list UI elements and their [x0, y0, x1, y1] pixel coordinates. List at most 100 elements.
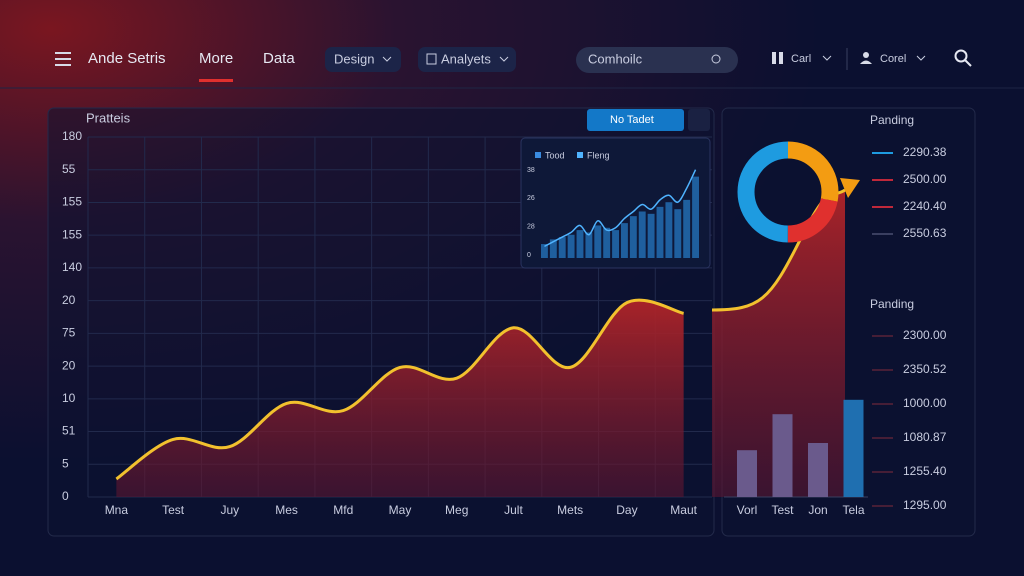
menu-label[interactable]: Carl — [791, 53, 811, 65]
dropdown[interactable] — [418, 47, 516, 72]
donut-segment — [737, 141, 839, 243]
inset-bar — [612, 230, 619, 258]
list-value: 1255.40 — [903, 464, 947, 478]
chevron — [916, 55, 926, 61]
button-menu[interactable] — [688, 109, 710, 131]
y-tick-label: 75 — [62, 326, 76, 340]
x-tick-label: Test — [771, 503, 794, 517]
inset-bar — [621, 223, 628, 258]
bar — [843, 399, 864, 497]
search-box[interactable] — [576, 47, 738, 73]
list-value: 2300.00 — [903, 328, 947, 342]
list-value: 1295.00 — [903, 498, 947, 512]
legend-swatch — [577, 152, 583, 158]
icon — [772, 52, 776, 64]
bar — [772, 414, 793, 497]
inset-line — [544, 169, 697, 248]
x-tick-label: Day — [616, 503, 637, 517]
legend-label: Fleng — [587, 150, 610, 160]
button-label: No Tadet — [610, 114, 654, 126]
x-tick-label: Mets — [557, 503, 583, 517]
y-tick-label: 155 — [62, 195, 82, 209]
x-tick-label: Maut — [670, 503, 697, 517]
dropdown-label: Design — [334, 51, 374, 66]
chevron — [499, 56, 509, 62]
inset-bar — [665, 202, 673, 258]
x-tick-label: Tela — [842, 503, 864, 517]
x-tick-label: Test — [162, 503, 185, 517]
chevron — [382, 56, 392, 62]
inset-y-label: 38 — [527, 167, 535, 174]
search-text: Comhoilc — [588, 51, 643, 66]
user-icon — [860, 60, 872, 64]
y-tick-label: 20 — [62, 358, 76, 372]
x-tick-label: Mfd — [333, 503, 353, 517]
inset-y-label: 26 — [527, 195, 535, 202]
menu-label[interactable]: Corel — [880, 53, 906, 65]
bar — [737, 450, 757, 497]
list-title: Panding — [870, 113, 914, 127]
inset-bar — [541, 244, 548, 258]
icon — [779, 52, 783, 64]
trend-extension — [712, 190, 845, 497]
legend-label: Tood — [545, 150, 565, 160]
inset-bar — [603, 227, 611, 258]
search-icon — [711, 54, 721, 64]
inset-bar — [692, 176, 699, 258]
brand: Ande Setris — [88, 50, 166, 67]
y-tick-label: 140 — [62, 260, 82, 274]
y-tick-label: 0 — [62, 489, 69, 503]
list-value: 2550.63 — [903, 226, 947, 240]
filter-button[interactable] — [587, 109, 684, 131]
line — [115, 298, 685, 481]
active-underline — [199, 79, 233, 82]
chevron — [822, 55, 832, 61]
inset-bar — [576, 230, 584, 258]
dropdown-label: Analyets — [441, 51, 491, 66]
icon — [426, 53, 437, 65]
nav-item[interactable]: Data — [263, 50, 295, 67]
list-value: 2350.52 — [903, 362, 947, 376]
list-title: Panding — [870, 297, 914, 311]
search-button — [964, 59, 972, 67]
y-tick-label: 55 — [62, 162, 76, 176]
y-tick-label: 5 — [62, 456, 69, 470]
x-tick-label: Mna — [105, 503, 129, 517]
list-value: 1080.87 — [903, 430, 947, 444]
inset-bar — [585, 232, 593, 258]
x-tick-label: May — [389, 503, 412, 517]
inset-y-label: 28 — [527, 224, 535, 231]
arrow-head — [840, 178, 860, 198]
dropdown[interactable] — [325, 47, 401, 72]
list-value: 2290.38 — [903, 145, 947, 159]
menu-icon[interactable] — [55, 52, 71, 66]
inset-bar — [683, 199, 691, 258]
inset-bar — [567, 234, 575, 258]
nav-item[interactable]: More — [199, 50, 233, 67]
inset-bar — [558, 237, 566, 258]
x-tick-label: Juy — [220, 503, 239, 517]
x-tick-label: Jon — [808, 503, 827, 517]
inset-bar — [549, 239, 557, 258]
list-value: 2500.00 — [903, 172, 947, 186]
y-tick-label: 155 — [62, 227, 82, 241]
bar — [808, 443, 828, 497]
inset-bar — [656, 206, 664, 258]
y-tick-label: 20 — [62, 293, 76, 307]
inset-bar — [629, 216, 637, 258]
legend-swatch — [535, 152, 541, 158]
panel-title: Pratteis — [86, 110, 131, 125]
list-value: 1000.00 — [903, 396, 947, 410]
x-tick-label: Meg — [445, 503, 468, 517]
y-tick-label: 51 — [62, 424, 76, 438]
user-icon — [863, 52, 869, 58]
inset-bar — [647, 213, 655, 258]
x-tick-label: Jult — [504, 503, 523, 517]
x-tick-label: Mes — [275, 503, 298, 517]
x-tick-label: Vorl — [737, 503, 758, 517]
list-value: 2240.40 — [903, 199, 947, 213]
inset-bar — [638, 211, 646, 258]
search-button[interactable] — [954, 49, 968, 63]
